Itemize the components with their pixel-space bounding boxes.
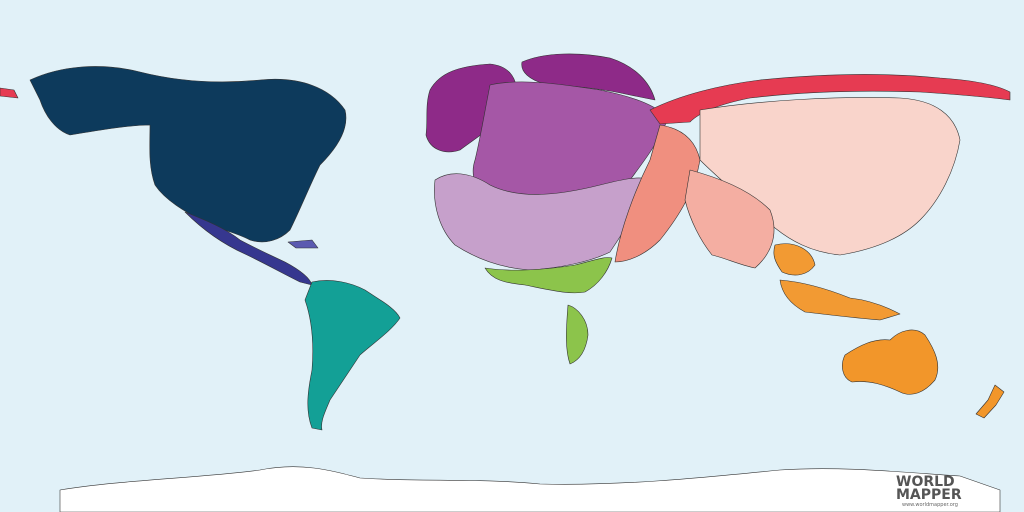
logo: WORLD MAPPER www.worldmapper.org	[896, 474, 962, 508]
logo-line2: MAPPER	[896, 487, 962, 503]
australia	[842, 329, 939, 395]
alaska-east	[0, 87, 19, 99]
arabia	[566, 304, 589, 365]
south-asia	[684, 169, 775, 269]
middle-east	[484, 257, 613, 294]
indonesia	[779, 279, 901, 321]
north-america	[29, 66, 347, 243]
logo-url: www.worldmapper.org	[902, 502, 958, 508]
antarctica	[59, 466, 1001, 512]
southeast-asia	[773, 243, 816, 276]
central-asia	[614, 124, 701, 263]
logo-line1: WORLD	[896, 474, 955, 490]
caribbean	[287, 239, 319, 249]
russia	[649, 74, 1011, 125]
south-america	[304, 280, 401, 431]
central-america	[184, 211, 313, 286]
eastern-europe-north	[521, 53, 656, 101]
new-zealand	[975, 384, 1005, 419]
